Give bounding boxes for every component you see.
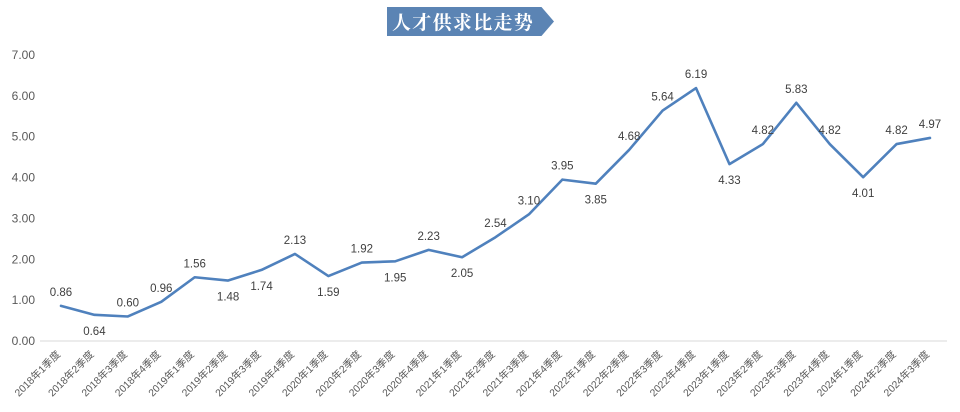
svg-text:2.05: 2.05 xyxy=(451,268,473,280)
svg-text:2.00: 2.00 xyxy=(12,252,36,266)
svg-text:2.13: 2.13 xyxy=(284,235,306,247)
svg-text:4.82: 4.82 xyxy=(819,125,841,137)
svg-text:0.00: 0.00 xyxy=(12,334,36,348)
svg-text:4.33: 4.33 xyxy=(718,175,740,187)
svg-text:1.74: 1.74 xyxy=(250,281,273,293)
svg-text:1.92: 1.92 xyxy=(351,244,373,256)
svg-text:1.00: 1.00 xyxy=(12,293,36,307)
svg-text:7.00: 7.00 xyxy=(12,48,36,62)
svg-text:0.86: 0.86 xyxy=(50,287,72,299)
svg-text:1.48: 1.48 xyxy=(217,292,239,304)
svg-text:2.23: 2.23 xyxy=(417,231,439,243)
svg-text:3.95: 3.95 xyxy=(551,161,573,173)
svg-text:0.60: 0.60 xyxy=(117,297,139,309)
svg-text:5.00: 5.00 xyxy=(12,130,36,144)
svg-text:4.00: 4.00 xyxy=(12,171,36,185)
svg-text:5.83: 5.83 xyxy=(785,84,807,96)
svg-text:6.00: 6.00 xyxy=(12,89,36,103)
svg-text:1.59: 1.59 xyxy=(317,287,339,299)
svg-text:4.01: 4.01 xyxy=(852,188,874,200)
svg-text:4.97: 4.97 xyxy=(919,119,941,131)
svg-text:3.10: 3.10 xyxy=(518,195,540,207)
svg-text:6.19: 6.19 xyxy=(685,69,707,81)
svg-text:4.82: 4.82 xyxy=(885,125,907,137)
svg-text:5.64: 5.64 xyxy=(651,92,674,104)
svg-text:3.85: 3.85 xyxy=(585,195,607,207)
svg-text:4.82: 4.82 xyxy=(752,125,774,137)
svg-text:3.00: 3.00 xyxy=(12,211,36,225)
svg-text:1.95: 1.95 xyxy=(384,272,406,284)
svg-text:0.96: 0.96 xyxy=(150,283,172,295)
svg-text:4.68: 4.68 xyxy=(618,131,640,143)
svg-text:2.54: 2.54 xyxy=(484,218,507,230)
svg-text:0.64: 0.64 xyxy=(83,326,106,338)
svg-text:1.56: 1.56 xyxy=(183,258,205,270)
